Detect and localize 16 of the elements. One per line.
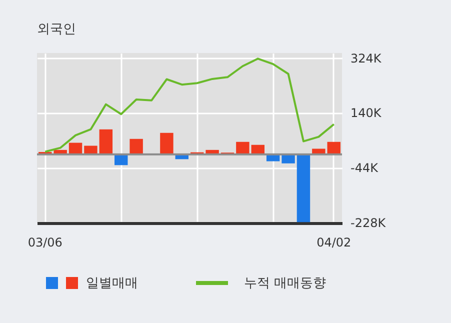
bar [99, 129, 113, 154]
bar [130, 138, 143, 154]
y-tick-label: 324K [350, 51, 382, 66]
bar [296, 154, 310, 222]
x-tick-label: 03/06 [28, 236, 62, 250]
bar [160, 132, 174, 154]
bar [327, 142, 340, 154]
y-tick-label: -228K [350, 216, 387, 230]
legend-label: 누적 매매동향 [244, 275, 326, 292]
line-series [44, 58, 335, 153]
y-tick-label: 140K [350, 106, 382, 120]
x-tick-label: 04/02 [316, 236, 352, 250]
chart-title: 외국인 [37, 22, 76, 37]
y-tick-label: -44K [350, 161, 380, 176]
bar [236, 142, 250, 154]
legend-label: 일별매매 [86, 275, 138, 292]
